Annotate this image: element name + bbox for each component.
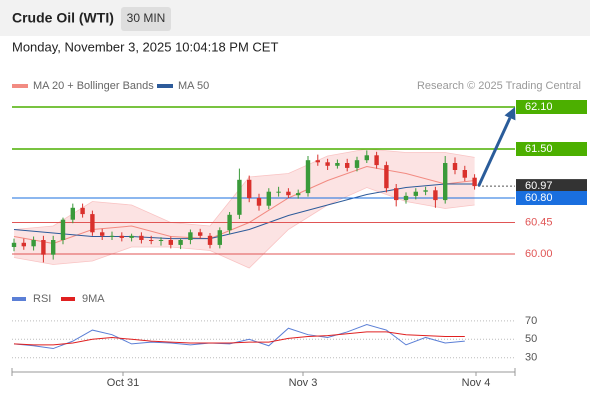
candle-body [70, 207, 75, 220]
candle-body [90, 214, 95, 233]
candle-body [354, 160, 360, 168]
candle-body [345, 163, 350, 168]
y-tick-label: 30 [525, 352, 537, 364]
y-tick-label: 70 [525, 315, 537, 327]
candle-body [325, 162, 330, 166]
candle-body [462, 170, 467, 178]
x-tick-label: Nov 3 [289, 377, 318, 389]
candle-body [139, 235, 144, 240]
level-label: 61.50 [525, 143, 553, 155]
candle-body [217, 230, 222, 245]
candle-body [315, 160, 320, 163]
candle-body [41, 240, 46, 255]
legend-label: MA 20 + Bollinger Bands [33, 80, 154, 92]
x-tick-label: Oct 31 [107, 377, 139, 389]
level-tag [516, 179, 587, 194]
candle-body [286, 191, 291, 196]
level-label: 60.45 [525, 216, 553, 228]
candle-body [158, 240, 164, 241]
candle-body [384, 165, 389, 189]
level-label: 60.80 [525, 192, 553, 204]
legend-label: RSI [33, 293, 51, 305]
candle-body [296, 193, 301, 196]
candle-body [247, 179, 252, 198]
candle-body [227, 214, 232, 231]
candle-body [51, 240, 56, 255]
header-bar [0, 0, 590, 36]
candle-body [403, 195, 409, 201]
candle-body [60, 219, 66, 240]
timeframe-label[interactable]: 30 MIN [127, 11, 166, 25]
forecast-arrowhead [504, 107, 516, 121]
candle-body [335, 163, 340, 166]
candle-body [168, 240, 173, 245]
candle-body [129, 235, 134, 238]
candle-body [149, 240, 154, 241]
level-label: 60.97 [525, 180, 553, 192]
candle-body [31, 240, 36, 247]
candle-body [256, 198, 262, 206]
x-tick-label: Nov 4 [462, 377, 491, 389]
candle-body [198, 232, 203, 236]
candle-body [276, 191, 281, 193]
instrument-title: Crude Oil (WTI) [12, 10, 114, 26]
candle-body [207, 235, 213, 245]
candle-body [100, 232, 105, 236]
level-label: 60.00 [525, 248, 553, 260]
candle-body [433, 190, 438, 201]
candle-body [443, 163, 448, 201]
candle-body [11, 242, 17, 247]
legend-label: 9MA [82, 293, 105, 305]
candle-body [452, 163, 458, 170]
datetime: Monday, November 3, 2025 10:04:18 PM CET [12, 39, 278, 54]
candle-body [21, 242, 26, 247]
timeframe-button[interactable] [121, 7, 171, 31]
candle-body [188, 232, 193, 240]
forecast-arrow [477, 117, 512, 187]
level-tag [516, 100, 587, 114]
legend-swatch [12, 297, 26, 301]
candle-body [178, 240, 183, 245]
candle-body [80, 207, 85, 215]
legend-swatch [61, 297, 75, 301]
legend-swatch [12, 84, 28, 88]
candle-body [237, 179, 242, 215]
legend-swatch [157, 84, 173, 88]
rsi-ma-line [13, 331, 465, 346]
ma50-line [13, 183, 475, 240]
legend-label: MA 50 [178, 80, 209, 92]
candle-body [413, 191, 418, 196]
bollinger-band [14, 149, 475, 268]
candle-body [364, 155, 369, 161]
level-label: 62.10 [525, 101, 553, 113]
rsi-line [13, 324, 465, 350]
candle-body [472, 177, 477, 187]
candle-body [374, 155, 379, 166]
candle-body [119, 235, 124, 238]
candle-body [305, 160, 311, 194]
candle-body [266, 191, 271, 206]
level-tag [516, 191, 587, 205]
y-tick-label: 50 [525, 333, 537, 345]
credit: Research © 2025 Trading Central [417, 80, 581, 92]
candle-body [394, 188, 399, 201]
candle-body [109, 235, 115, 237]
candle-body [423, 190, 428, 192]
level-tag [516, 142, 587, 156]
